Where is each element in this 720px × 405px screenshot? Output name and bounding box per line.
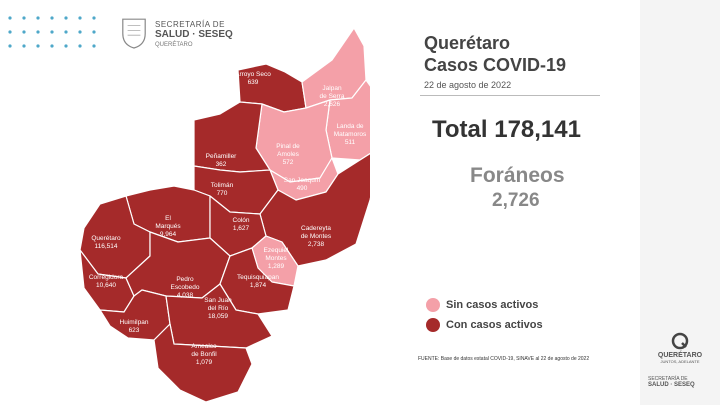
municipality-cases: 770 [217, 190, 228, 197]
municipality-label: Tolimán 770 [211, 182, 234, 197]
municipality-name: Amealco [191, 343, 217, 350]
municipality-cases: 2,626 [324, 101, 341, 108]
right-panel-seseq: SECRETARÍA DE SALUD · SESEQ [648, 376, 714, 388]
total-cases: Total 178,141 [432, 116, 581, 143]
date-divider [420, 95, 600, 96]
legend-active: Con casos activos [426, 315, 543, 335]
municipality-name: Huimilpan [120, 319, 149, 326]
municipality-label: San Juan del Río 18,059 [204, 297, 232, 320]
municipality-label: Landa de Matamoros 511 [334, 123, 367, 146]
municipality-name: Arroyo Seco [235, 71, 271, 78]
header-logo-text: SECRETARÍA DE SALUD · SESEQ QUERÉTARO [155, 20, 233, 50]
municipality-cases: 1,874 [250, 282, 267, 289]
municipality-name: Tequisquiapan [237, 274, 279, 281]
municipality-label: Corregidora 10,640 [89, 274, 124, 289]
title-line2: Casos COVID-19 [424, 55, 567, 75]
municipality-name: Escobedo [171, 284, 200, 291]
municipality-label: Amealco de Bonfil 1,079 [191, 343, 217, 366]
municipality-name: Marqués [155, 223, 181, 230]
municipality-cases: 639 [248, 79, 259, 86]
brand-name: QUERÉTARO [657, 352, 703, 359]
municipality-cases: 572 [283, 159, 294, 166]
municipality-cases: 10,640 [96, 282, 116, 289]
logo-line1: SECRETARÍA DE [155, 20, 225, 29]
municipality-name: Peñamiller [206, 153, 238, 160]
municipality-cases: 623 [129, 327, 140, 334]
source-note: FUENTE: Base de datos estatal COVID-19, … [418, 356, 590, 362]
municipality-cases: 511 [345, 139, 356, 146]
municipality-label: Arroyo Seco 639 [235, 71, 271, 86]
municipality-name: Colón [233, 217, 250, 224]
municipality-name: de Serra [320, 93, 345, 100]
municipality-name: Corregidora [89, 274, 124, 281]
municipality-name: Montes [265, 255, 287, 262]
logo-line3: QUERÉTARO [155, 42, 193, 48]
legend-active-label: Con casos activos [446, 319, 543, 331]
municipality-name: Tolimán [211, 182, 234, 189]
municipality-name: de Bonfil [191, 351, 217, 358]
municipality-label: Jalpan de Serra 2,626 [320, 85, 345, 108]
municipality-label: Peñamiller 362 [206, 153, 238, 168]
report-date: 22 de agosto de 2022 [424, 80, 512, 90]
municipality-cases: 9,964 [160, 231, 177, 238]
municipality-name: Pedro [176, 276, 194, 283]
legend-swatch-inactive [426, 298, 440, 312]
municipality-cases: 1,289 [268, 263, 285, 270]
municipality-name: Cadereyta [301, 225, 331, 232]
page-title: Querétaro Casos COVID-19 [424, 32, 566, 76]
municipality-label: Ezequiel Montes 1,289 [264, 247, 289, 270]
municipality-name: Querétaro [91, 235, 121, 242]
municipality-label: Tequisquiapan 1,874 [237, 274, 279, 289]
legend-inactive-label: Sin casos activos [446, 299, 539, 311]
rp-logo-line2: SALUD · SESEQ [648, 382, 695, 388]
municipality-label: San Joaquín 490 [284, 177, 321, 192]
municipality-label: Pedro Escobedo 4,038 [171, 276, 200, 299]
queretaro-map: Arroyo Seco 639 Jalpan de Serra 2,626 Landa d… [79, 27, 370, 403]
title-line1: Querétaro [424, 33, 511, 53]
brand-sub: JUNTOS, ADELANTE [660, 359, 700, 364]
foraneos-label: Foráneos [470, 164, 565, 187]
legend-swatch-active [426, 318, 440, 332]
municipality-name: El [165, 215, 171, 222]
seseq-emblem-icon [122, 18, 146, 49]
municipality-name: Pinal de [276, 143, 300, 150]
municipality-name: del Río [208, 305, 229, 312]
queretaro-brand: QUERÉTARO JUNTOS, ADELANTE [655, 332, 705, 364]
logo-line2: SALUD · SESEQ [155, 29, 233, 40]
municipality-label: Pinal de Amoles 572 [276, 143, 300, 166]
municipality-cases: 362 [216, 161, 227, 168]
municipality-cases: 1,627 [233, 225, 250, 232]
municipality-cases: 1,079 [196, 359, 213, 366]
queretaro-q-icon [671, 332, 689, 350]
municipality-label: Cadereyta de Montes 2,738 [301, 225, 332, 248]
municipality-name: San Joaquín [284, 177, 321, 184]
right-panel [640, 0, 720, 405]
municipality-name: Landa de [336, 123, 363, 130]
municipality-region [153, 323, 253, 403]
municipality-name: de Montes [301, 233, 332, 240]
municipality-label: Querétaro 116,514 [91, 235, 121, 250]
municipality-cases: 2,738 [308, 241, 325, 248]
map-legend: Sin casos activos Con casos activos [426, 295, 543, 335]
municipality-cases: 116,514 [94, 243, 117, 250]
municipality-label: Colón 1,627 [233, 217, 250, 232]
municipality-cases: 490 [297, 185, 308, 192]
rp-logo-line1: SECRETARÍA DE [648, 376, 688, 382]
municipality-name: Jalpan [322, 85, 342, 92]
municipality-name: Amoles [277, 151, 299, 158]
municipality-cases: 18,059 [208, 313, 228, 320]
municipality-name: Ezequiel [264, 247, 289, 254]
municipality-label: Huimilpan 623 [120, 319, 149, 334]
foraneos-value: 2,726 [492, 190, 540, 211]
municipality-cases: 4,038 [177, 292, 194, 299]
municipality-label: El Marqués 9,964 [155, 215, 181, 238]
legend-inactive: Sin casos activos [426, 295, 543, 315]
municipality-name: San Juan [204, 297, 232, 304]
municipality-name: Matamoros [334, 131, 367, 138]
dot-grid-decoration [8, 16, 96, 48]
